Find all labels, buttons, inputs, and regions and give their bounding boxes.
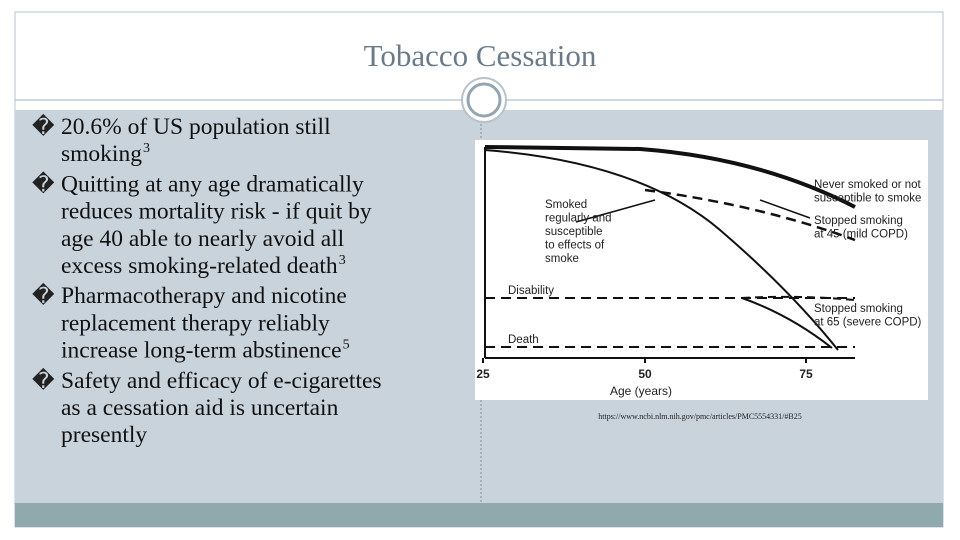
bullet-marker: � xyxy=(32,367,55,393)
bullet-text: increase long-term abstinence xyxy=(61,338,342,364)
figure-label: regularly and xyxy=(545,213,611,225)
bullet-marker: � xyxy=(32,113,55,139)
bullet-text: Safety and efficacy of e-cigarettes xyxy=(61,368,382,394)
bullet-text: reduces mortality risk - if quit by xyxy=(61,199,372,225)
x-tick-label: 50 xyxy=(638,367,652,381)
source-link: https://www.ncbi.nlm.nih.gov/pmc/article… xyxy=(598,412,801,421)
x-tick-label: 75 xyxy=(799,367,813,381)
figure-label: Smoked xyxy=(545,199,587,211)
figure-label: Never smoked or not xyxy=(814,179,922,191)
bullet-marker: � xyxy=(32,170,55,196)
figure-label: Stopped smoking xyxy=(814,303,903,315)
bullet-text: Quitting at any age dramatically xyxy=(61,171,364,197)
figure-label: Disability xyxy=(508,285,554,297)
bullet-marker: � xyxy=(32,282,55,308)
figure-label: susceptible xyxy=(545,226,603,238)
footnote-ref: 3 xyxy=(339,253,346,268)
bullet-text: presently xyxy=(61,422,147,448)
x-tick-label: 25 xyxy=(476,367,490,381)
footnote-ref: 5 xyxy=(343,338,350,353)
figure: Never smoked or not susceptible to smoke S… xyxy=(475,140,928,400)
bullet-text: excess smoking-related death xyxy=(61,253,338,279)
footer-bar xyxy=(15,503,943,527)
title-ornament-inner xyxy=(466,82,502,118)
slide-title: Tobacco Cessation xyxy=(364,38,597,73)
figure-label: at 45 (mild COPD) xyxy=(814,229,908,241)
bullet-text: Pharmacotherapy and nicotine xyxy=(61,283,347,309)
figure-curves xyxy=(482,145,856,363)
figure-label: Stopped smoking xyxy=(814,215,903,227)
figure-label: Death xyxy=(508,334,539,346)
bullet-text: age 40 able to nearly avoid all xyxy=(61,226,345,252)
figure-label: to effects of xyxy=(545,240,605,252)
bullet-text: as a cessation aid is uncertain xyxy=(61,395,339,421)
bullet-text: smoking xyxy=(61,141,142,167)
bullet-text: replacement therapy reliably xyxy=(61,310,330,336)
bullet-text: 20.6% of US population still xyxy=(61,114,331,140)
x-axis-label: Age (years) xyxy=(610,384,672,398)
figure-label: at 65 (severe COPD) xyxy=(814,317,922,329)
figure-label: smoke xyxy=(545,253,579,265)
figure-background xyxy=(475,140,928,400)
footnote-ref: 3 xyxy=(143,141,150,156)
figure-label: susceptible to smoke xyxy=(814,193,921,205)
